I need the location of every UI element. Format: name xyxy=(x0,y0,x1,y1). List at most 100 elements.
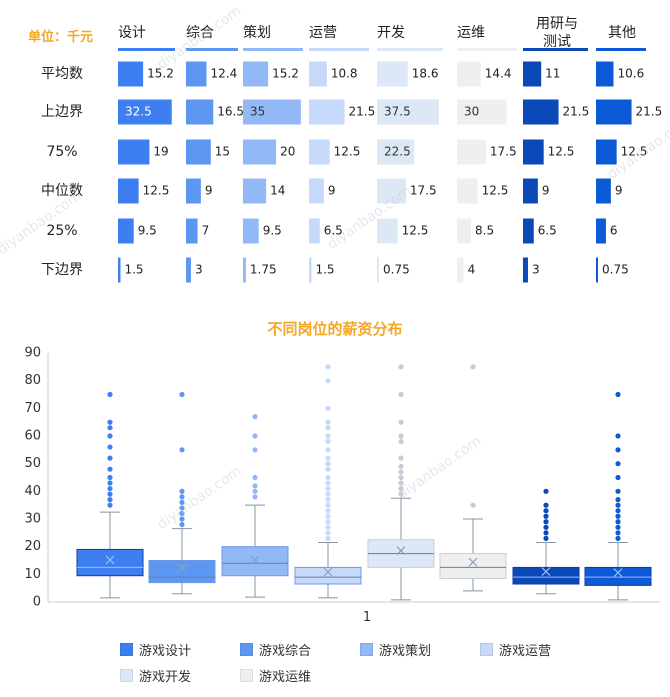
outlier-point xyxy=(543,535,549,541)
box-series-6 xyxy=(512,488,580,595)
stat-bar xyxy=(118,99,172,125)
stat-value: 15 xyxy=(215,145,230,159)
stat-bar xyxy=(243,61,269,87)
column-header-other: 其他 xyxy=(608,25,636,41)
stat-bar xyxy=(186,139,211,165)
stat-bar xyxy=(309,178,324,204)
stat-bar xyxy=(309,139,330,165)
stat-value: 0.75 xyxy=(383,263,410,277)
row-label-0: 平均数 xyxy=(41,66,83,82)
stat-bar xyxy=(523,99,559,125)
stat-value: 1.5 xyxy=(124,263,143,277)
column-header-qa-line2: 测试 xyxy=(543,34,571,50)
stat-bar xyxy=(309,99,345,125)
row-label-4: 25% xyxy=(46,223,77,239)
column-header-maint: 运维 xyxy=(457,25,485,41)
legend-swatch xyxy=(240,669,253,682)
outlier-point xyxy=(398,469,404,475)
legend-swatch xyxy=(240,643,253,656)
outlier-point xyxy=(325,491,331,497)
stat-bar xyxy=(596,139,617,165)
outlier-point xyxy=(107,425,113,431)
stat-value: 20 xyxy=(280,145,295,159)
stat-value: 9 xyxy=(328,184,336,198)
legend-swatch xyxy=(480,643,493,656)
legend-swatch xyxy=(120,669,133,682)
outlier-point xyxy=(107,419,113,425)
legend-label: 游戏运维 xyxy=(259,670,312,685)
box-series-3 xyxy=(294,364,362,599)
stat-value: 1.5 xyxy=(315,263,334,277)
stat-value: 30 xyxy=(464,105,479,119)
stat-value: 12.5 xyxy=(143,184,170,198)
column-header-ops: 运营 xyxy=(309,25,337,41)
outlier-point xyxy=(398,474,404,481)
stat-value: 32.5 xyxy=(125,105,152,119)
box xyxy=(294,566,362,585)
legend-item: 游戏运维 xyxy=(240,666,311,685)
stat-value: 14 xyxy=(270,184,285,198)
outlier-point xyxy=(543,502,549,508)
legend-label: 游戏开发 xyxy=(139,670,192,685)
stat-bar xyxy=(186,178,201,204)
outlier-point xyxy=(398,364,404,370)
row-label-3: 中位数 xyxy=(41,183,83,199)
stat-value: 11 xyxy=(545,67,560,81)
outlier-point xyxy=(325,461,331,467)
outlier-point xyxy=(398,391,404,398)
outlier-point xyxy=(325,425,331,431)
outlier-point xyxy=(179,488,185,494)
stat-value: 3 xyxy=(195,263,203,277)
y-tick-label: 30 xyxy=(24,512,41,527)
stat-bar xyxy=(457,218,472,244)
outlier-point xyxy=(252,494,258,500)
outlier-point xyxy=(107,491,113,497)
mean-marker xyxy=(468,557,478,567)
outlier-point xyxy=(325,466,331,472)
legend-item: 游戏设计 xyxy=(120,640,191,659)
stat-value: 10.8 xyxy=(331,67,358,81)
stat-bar xyxy=(596,61,614,87)
legend-label: 游戏综合 xyxy=(259,644,312,659)
column-underline-plan xyxy=(243,48,303,51)
stat-value: 12.5 xyxy=(621,145,648,159)
stat-bar xyxy=(457,257,464,283)
y-tick-label: 40 xyxy=(24,484,41,499)
stat-value: 17.5 xyxy=(490,145,517,159)
stat-value: 21.5 xyxy=(563,105,590,119)
outlier-point xyxy=(543,513,549,519)
row-label-1: 上边界 xyxy=(41,104,83,120)
column-underline-other xyxy=(596,48,646,51)
outlier-point xyxy=(252,414,258,420)
box xyxy=(221,546,289,577)
y-tick-label: 80 xyxy=(24,373,41,388)
stat-value: 9 xyxy=(542,184,550,198)
mean-marker xyxy=(323,567,333,577)
box xyxy=(148,560,216,584)
outlier-point xyxy=(325,419,331,425)
column-header-dev: 开发 xyxy=(377,25,405,41)
stat-bar xyxy=(523,218,534,244)
outlier-point xyxy=(325,455,331,461)
outlier-point xyxy=(179,516,185,522)
stat-bar xyxy=(457,178,478,204)
outlier-point xyxy=(398,463,404,470)
box-series-0 xyxy=(76,391,144,599)
x-tick-label: 1 xyxy=(363,610,371,625)
stat-bar xyxy=(596,257,598,283)
column-underline-qa xyxy=(523,48,588,51)
outlier-point xyxy=(398,438,404,445)
y-tick-label: 90 xyxy=(24,346,41,361)
stat-value: 12.5 xyxy=(334,145,361,159)
outlier-point xyxy=(252,433,258,439)
outlier-point xyxy=(615,530,621,536)
stat-value: 6 xyxy=(610,224,618,238)
outlier-point xyxy=(543,530,549,536)
box-series-5 xyxy=(439,364,507,592)
box xyxy=(76,548,144,577)
outlier-point xyxy=(107,433,113,439)
outlier-point xyxy=(107,391,113,398)
box xyxy=(512,566,580,585)
stat-value: 18.6 xyxy=(412,67,439,81)
